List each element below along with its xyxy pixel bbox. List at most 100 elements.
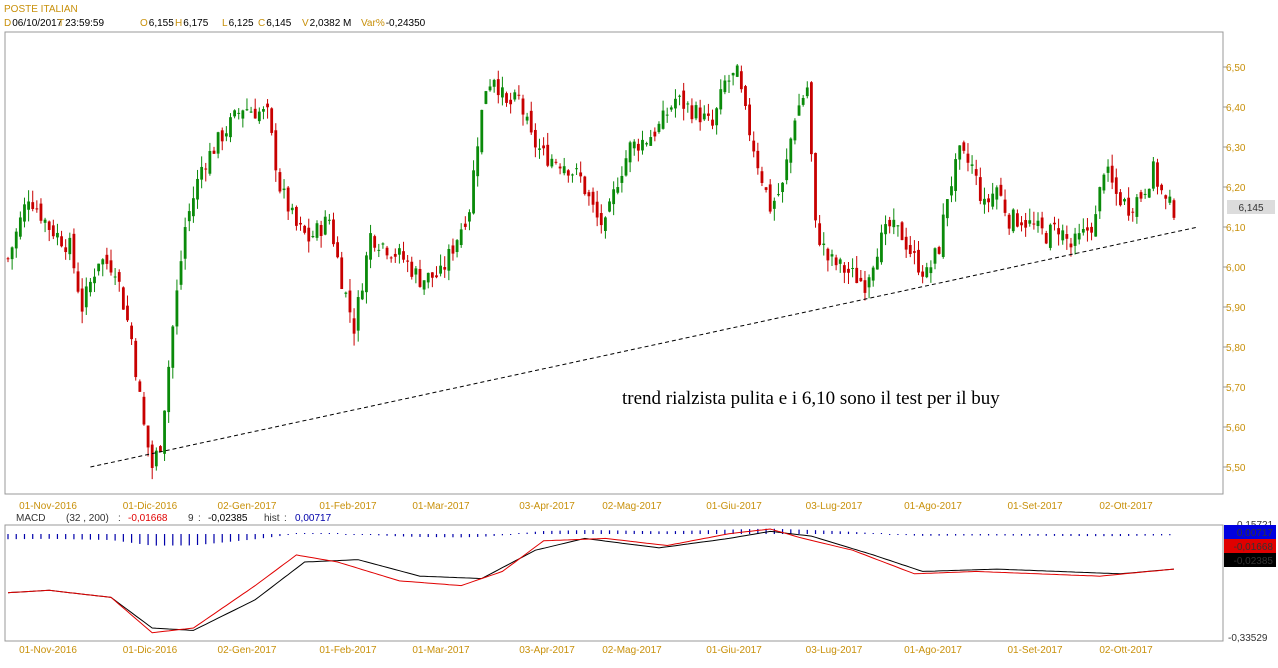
- candle-body: [340, 257, 344, 289]
- hist-bar: [48, 534, 50, 539]
- date-tick-label: 02-Ott-2017: [1099, 501, 1153, 512]
- hist-bar: [172, 534, 174, 546]
- hist-bar: [287, 534, 289, 536]
- candle-body: [187, 211, 191, 222]
- hist-bar: [575, 530, 578, 535]
- candle-body: [1057, 228, 1060, 235]
- hist-bar: [304, 533, 306, 535]
- candle-body: [810, 82, 813, 155]
- candle-body: [463, 223, 467, 227]
- candle-body: [871, 267, 875, 281]
- hist-bar: [32, 534, 34, 539]
- candle-body: [1040, 217, 1044, 229]
- macd-title: MACD: [16, 513, 45, 524]
- candle-body: [595, 201, 599, 218]
- date-tick-label: 03-Apr-2017: [519, 501, 575, 512]
- hist-value: 0,00717: [295, 513, 332, 524]
- candle-body: [1151, 161, 1155, 189]
- hist-bar: [262, 534, 265, 539]
- candle-body: [1077, 233, 1081, 240]
- hist-bar: [65, 534, 67, 540]
- hist-bar: [23, 534, 26, 540]
- macd-bottom-label: -0,33529: [1228, 633, 1268, 644]
- hist-bar: [163, 534, 166, 546]
- candle-body: [941, 214, 945, 257]
- candle-body: [249, 111, 253, 113]
- hist-bar: [674, 531, 677, 535]
- candle-body: [921, 271, 925, 277]
- candle-body: [814, 152, 817, 221]
- candle-body: [224, 133, 228, 137]
- candle-body: [332, 219, 335, 245]
- candle-body: [785, 159, 789, 181]
- candle-body: [410, 261, 414, 277]
- hist-bar: [147, 534, 149, 546]
- candle-body: [925, 267, 929, 278]
- hist-bar: [963, 534, 965, 536]
- hist-bar: [732, 529, 734, 535]
- hist-bar: [666, 531, 668, 535]
- candle-body: [987, 198, 990, 203]
- candle-body: [336, 242, 339, 258]
- candle-body: [1090, 226, 1093, 233]
- hist-bar: [1029, 534, 1031, 536]
- candle-body: [900, 222, 904, 241]
- hist-bar: [106, 534, 108, 540]
- candle-body: [616, 187, 620, 193]
- candle-body: [632, 141, 636, 149]
- candle-body: [1102, 174, 1106, 191]
- hist-bar: [452, 534, 454, 538]
- candle-body: [307, 227, 311, 242]
- candle-body: [665, 114, 669, 116]
- candle-body: [167, 366, 171, 413]
- hist-bar: [716, 529, 718, 535]
- hist-bar: [485, 534, 487, 537]
- candle-body: [859, 277, 863, 282]
- hist-bar: [1095, 534, 1097, 537]
- macd-badge: [1224, 539, 1276, 553]
- candle-body: [237, 112, 241, 114]
- candle-body: [1172, 200, 1176, 218]
- candle-body: [183, 227, 187, 259]
- hist-bar: [1136, 534, 1138, 536]
- hist-bar: [543, 531, 545, 535]
- candle-body: [274, 130, 278, 171]
- candle-body: [682, 90, 686, 109]
- hist-bar: [1062, 534, 1064, 536]
- hist-bar: [81, 534, 83, 540]
- last-price-label: 6,145: [1238, 203, 1263, 214]
- macd-badge-label: -0,01668: [1234, 542, 1274, 553]
- candle-body: [373, 236, 377, 248]
- candle-body: [978, 177, 982, 201]
- hist-bar: [559, 530, 561, 535]
- hist-bar: [781, 529, 784, 535]
- candle-body: [822, 243, 826, 246]
- hist-bar: [1004, 534, 1006, 536]
- date-tick-label: 01-Dic-2016: [123, 501, 178, 512]
- hist-bar: [814, 530, 817, 535]
- hist-bar: [1144, 534, 1146, 536]
- hist-bar: [641, 530, 644, 535]
- hist-bar: [369, 534, 372, 536]
- candle-body: [488, 86, 492, 91]
- hist-bar: [592, 530, 594, 535]
- price-tick-label: 5,70: [1226, 383, 1246, 394]
- candle-body: [690, 105, 694, 120]
- candle-body: [204, 168, 208, 170]
- candle-body: [698, 107, 702, 123]
- candle-body: [1032, 223, 1036, 225]
- candle-body: [661, 110, 665, 129]
- hist-bar: [254, 534, 256, 540]
- candle-body: [47, 221, 51, 230]
- last-price-badge: [1227, 200, 1275, 214]
- candle-body: [241, 110, 245, 119]
- candle-body: [896, 225, 900, 227]
- candle-body: [1168, 196, 1172, 203]
- candle-body: [282, 188, 286, 191]
- hist-bar: [246, 534, 248, 541]
- hist-bar: [279, 534, 281, 537]
- hist-bar: [402, 534, 405, 537]
- date-tick-label: 01-Feb-2017: [319, 501, 377, 512]
- candle-body: [1106, 166, 1110, 173]
- candle-body: [521, 98, 525, 115]
